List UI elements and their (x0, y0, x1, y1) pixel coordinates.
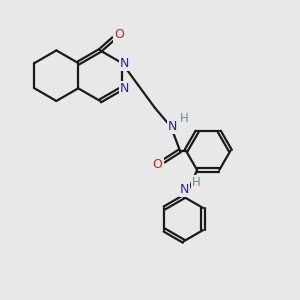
Text: H: H (192, 176, 201, 189)
Text: N: N (120, 82, 129, 95)
Text: O: O (153, 158, 163, 171)
Text: O: O (115, 28, 124, 41)
Text: N: N (120, 57, 129, 70)
Text: N: N (168, 120, 177, 133)
Text: H: H (180, 112, 189, 124)
Text: N: N (180, 183, 189, 196)
